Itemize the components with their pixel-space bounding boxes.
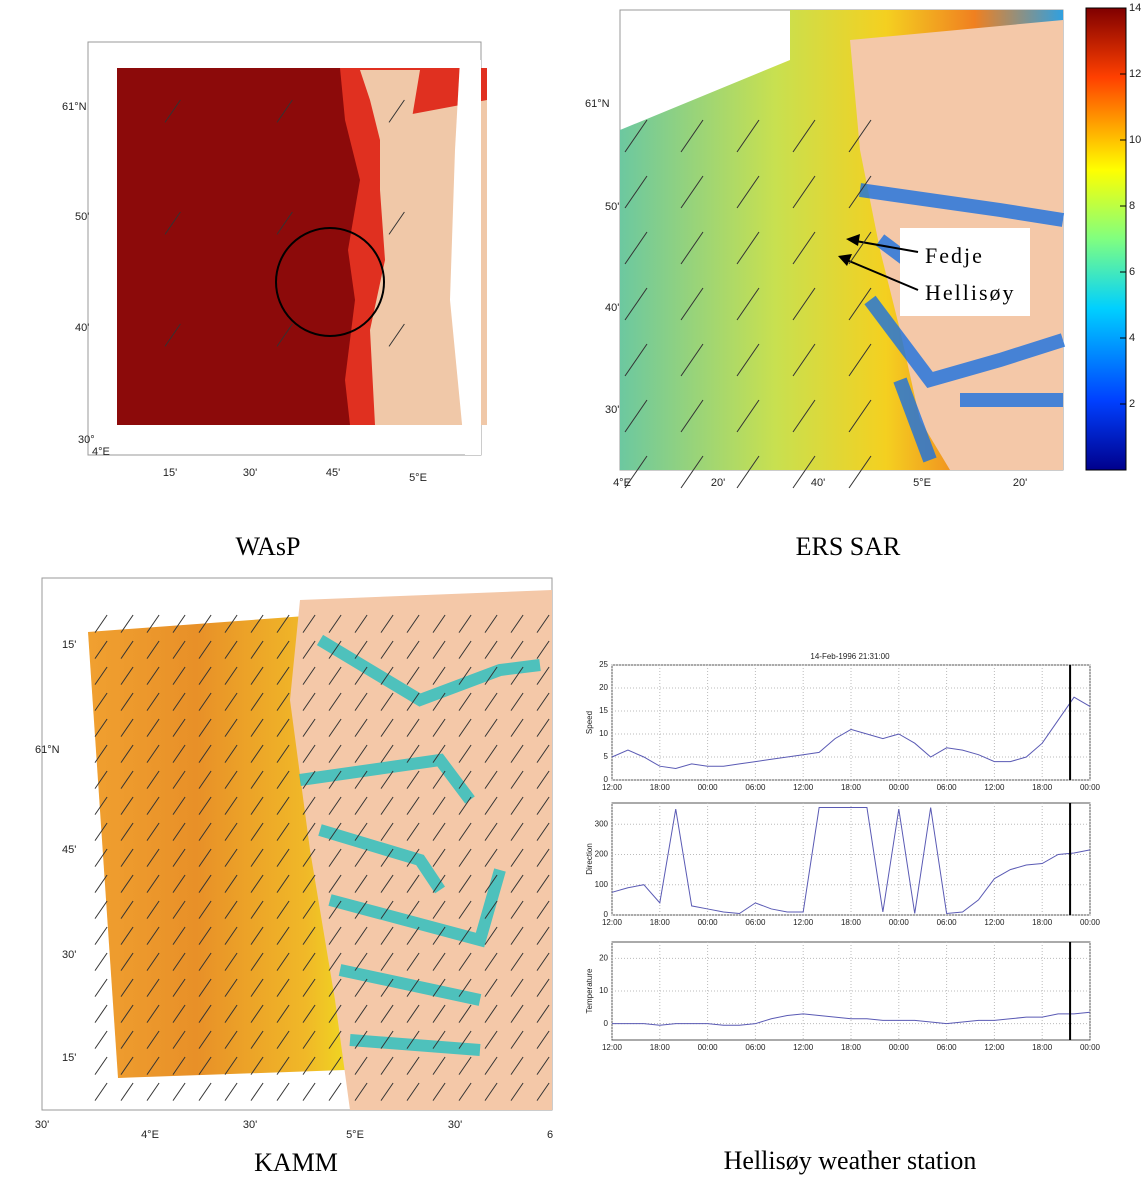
- x-tick-label: 18:00: [1032, 783, 1053, 792]
- x-tick-label: 18:00: [650, 918, 671, 927]
- lat-label: 40': [75, 322, 89, 334]
- x-tick-label: 12:00: [602, 783, 623, 792]
- colorbar-tick-label: 6: [1129, 266, 1135, 278]
- x-tick-label: 12:00: [602, 918, 623, 927]
- y-tick-label: 0: [604, 1019, 609, 1028]
- y-tick-label: 200: [595, 850, 609, 859]
- x-tick-label: 18:00: [650, 1043, 671, 1052]
- x-tick-label: 00:00: [889, 783, 910, 792]
- lat-label: 50': [75, 211, 89, 223]
- sar-map: [620, 8, 1126, 488]
- lon-label: 20': [1013, 477, 1027, 489]
- y-tick-label: 15: [599, 706, 608, 715]
- x-tick-label: 00:00: [1080, 918, 1101, 927]
- annotation: Hellisøy: [925, 280, 1016, 305]
- x-tick-label: 00:00: [1080, 783, 1101, 792]
- lat-label: 30': [605, 404, 619, 416]
- y-tick-label: 10: [599, 986, 608, 995]
- y-tick-label: 20: [599, 953, 608, 962]
- annotation: Fedje: [925, 243, 984, 268]
- lon-label: 4°E: [613, 477, 631, 489]
- x-tick-label: 18:00: [650, 783, 671, 792]
- lon-label: 40': [811, 477, 825, 489]
- x-tick-label: 18:00: [1032, 918, 1053, 927]
- lat-label: 61°N: [62, 101, 87, 113]
- lat-label: 15': [62, 1052, 76, 1064]
- y-axis-label: Direction: [585, 843, 594, 875]
- x-tick-label: 18:00: [841, 1043, 862, 1052]
- x-tick-label: 12:00: [602, 1043, 623, 1052]
- lat-label: 50': [605, 201, 619, 213]
- x-tick-label: 18:00: [841, 918, 862, 927]
- x-tick-label: 06:00: [937, 1043, 958, 1052]
- lon-label: 4°E: [141, 1129, 159, 1141]
- x-tick-label: 00:00: [698, 1043, 719, 1052]
- lat-label: 61°N: [35, 744, 60, 756]
- lon-label: 5°E: [409, 472, 427, 484]
- figure: 61°N50'40'30°4°E15'30'45'5°EWAsP61°N50'4…: [0, 0, 1142, 1177]
- colorbar-tick-label: 10: [1129, 134, 1141, 146]
- colorbar-tick-label: 14: [1129, 2, 1141, 14]
- chart-title: 14-Feb-1996 21:31:00: [810, 652, 890, 661]
- x-tick-label: 12:00: [793, 1043, 814, 1052]
- lon-label: 15': [163, 467, 177, 479]
- y-axis-label: Temperature: [585, 968, 594, 1013]
- lat-label: 45': [62, 844, 76, 856]
- x-tick-label: 18:00: [1032, 1043, 1053, 1052]
- caption: Hellisøy weather station: [724, 1146, 977, 1175]
- x-tick-label: 06:00: [937, 918, 958, 927]
- x-tick-label: 00:00: [1080, 1043, 1101, 1052]
- x-tick-label: 06:00: [745, 1043, 766, 1052]
- x-tick-label: 12:00: [984, 918, 1005, 927]
- caption: WAsP: [235, 532, 300, 561]
- y-tick-label: 5: [604, 752, 609, 761]
- lon-label: 6: [547, 1129, 553, 1141]
- y-tick-label: 25: [599, 660, 608, 669]
- colorbar-tick-label: 2: [1129, 398, 1135, 410]
- x-tick-label: 06:00: [745, 918, 766, 927]
- y-tick-label: 20: [599, 683, 608, 692]
- y-tick-label: 300: [595, 819, 609, 828]
- lon-label: 30': [243, 1119, 257, 1131]
- lat-label: 61°N: [585, 98, 610, 110]
- x-tick-label: 00:00: [889, 1043, 910, 1052]
- lon-label: 20': [711, 477, 725, 489]
- colorbar-tick-label: 4: [1129, 332, 1135, 344]
- lat-label: 15': [62, 639, 76, 651]
- kamm-map: [42, 578, 552, 1110]
- lon-label: 30': [448, 1119, 462, 1131]
- wasp-map: [88, 42, 487, 455]
- lat-label: 4°E: [92, 446, 110, 458]
- caption: ERS SAR: [796, 532, 901, 561]
- x-tick-label: 00:00: [698, 783, 719, 792]
- x-tick-label: 12:00: [793, 918, 814, 927]
- lat-label: 30°: [78, 434, 95, 446]
- x-tick-label: 06:00: [745, 783, 766, 792]
- x-tick-label: 18:00: [841, 783, 862, 792]
- x-tick-label: 12:00: [984, 1043, 1005, 1052]
- lon-label: 5°E: [913, 477, 931, 489]
- lon-label: 30': [243, 467, 257, 479]
- y-tick-label: 10: [599, 729, 608, 738]
- x-tick-label: 00:00: [889, 918, 910, 927]
- x-tick-label: 06:00: [937, 783, 958, 792]
- colorbar-tick-label: 8: [1129, 200, 1135, 212]
- caption: KAMM: [254, 1148, 338, 1177]
- lat-label: 40': [605, 302, 619, 314]
- x-tick-label: 00:00: [698, 918, 719, 927]
- colorbar-tick-label: 12: [1129, 68, 1141, 80]
- x-tick-label: 12:00: [984, 783, 1005, 792]
- lon-label: 5°E: [346, 1129, 364, 1141]
- lat-label: 30': [62, 949, 76, 961]
- lon-label: 30': [35, 1119, 49, 1131]
- x-tick-label: 12:00: [793, 783, 814, 792]
- y-axis-label: Speed: [585, 711, 594, 734]
- lon-label: 45': [326, 467, 340, 479]
- y-tick-label: 100: [595, 880, 609, 889]
